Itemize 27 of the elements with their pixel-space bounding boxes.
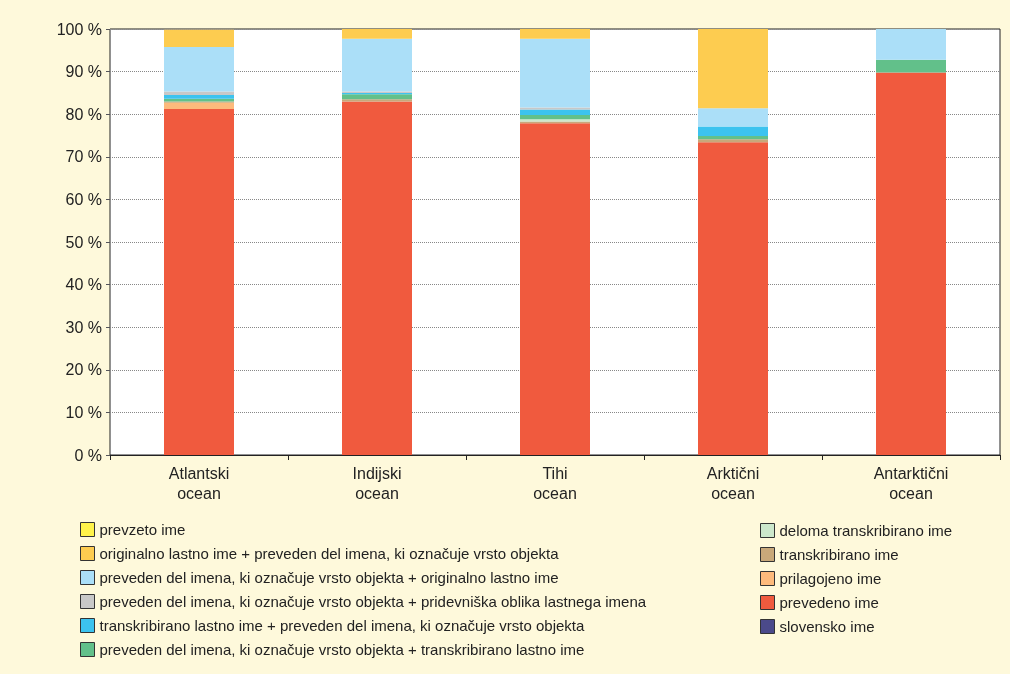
legend-label: transkribirano lastno ime + preveden del imena, ki označuje vrsto objekta bbox=[99, 617, 585, 634]
y-tick-label: 100 % bbox=[56, 20, 102, 38]
y-tick-label: 30 % bbox=[65, 318, 102, 336]
y-tick-label: 70 % bbox=[65, 148, 102, 166]
y-tick-label: 10 % bbox=[65, 403, 102, 421]
y-tick-label: 60 % bbox=[65, 190, 102, 208]
y-tick-label: 50 % bbox=[65, 233, 102, 251]
legend-label: transkribirano ime bbox=[779, 546, 899, 563]
x-tick-label: Tihi ocean bbox=[533, 464, 577, 502]
y-tick-label: 20 % bbox=[65, 361, 102, 379]
legend-label: prilagojeno ime bbox=[779, 570, 882, 587]
legend-label: prevzeto ime bbox=[99, 521, 186, 538]
legend-label: originalno lastno ime + preveden del imena, ki označuje vrsto objekta bbox=[99, 545, 560, 562]
legend-label: preveden del imena, ki označuje vrsto objekta + transkribirano lastno ime bbox=[99, 641, 585, 658]
y-tick-label: 0 % bbox=[74, 446, 102, 464]
legend-label: preveden del imena, ki označuje vrsto objekta + originalno lastno ime bbox=[99, 569, 559, 586]
y-tick-label: 40 % bbox=[65, 276, 102, 294]
legend-label: preveden del imena, ki označuje vrsto objekta + pridevniška oblika lastnega imena bbox=[99, 593, 647, 610]
legend-label: deloma transkribirano ime bbox=[779, 522, 953, 539]
x-tick-label: Antarktični ocean bbox=[873, 464, 949, 502]
legend-label: slovensko ime bbox=[779, 618, 875, 635]
y-tick-label: 90 % bbox=[65, 63, 102, 81]
x-tick-label: Atlantski ocean bbox=[168, 464, 230, 502]
legend-label: prevedeno ime bbox=[779, 594, 879, 611]
y-tick-label: 80 % bbox=[65, 105, 102, 123]
x-tick-label: Indijski ocean bbox=[352, 464, 402, 502]
x-tick-label: Arktični ocean bbox=[706, 464, 760, 502]
